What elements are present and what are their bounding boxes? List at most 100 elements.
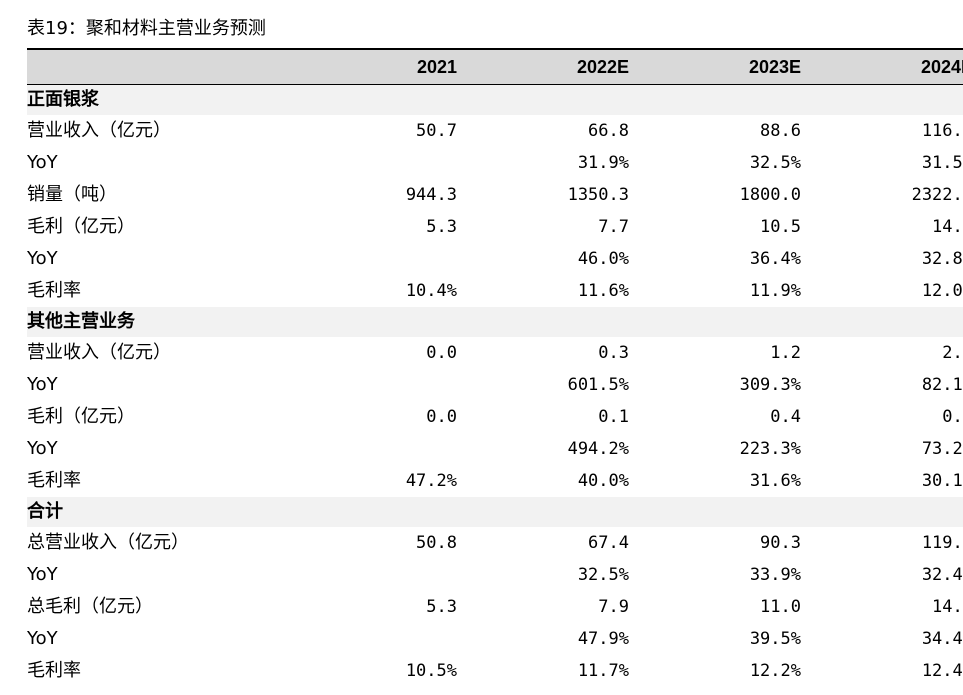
table-row: 毛利率 10.4% 11.6% 11.9% 12.0% xyxy=(27,275,963,307)
row-label: 毛利（亿元） xyxy=(27,406,135,427)
header-cell-2023e: 2023E xyxy=(629,48,801,85)
value-cell: 12.2% xyxy=(749,661,801,681)
value-cell: 30.1% xyxy=(921,471,963,491)
header-cell-2024e: 2024E xyxy=(801,48,963,85)
table-caption: 表19：聚和材料主营业务预测 xyxy=(27,18,266,39)
value-cell: 116.5 xyxy=(921,121,963,141)
section-title: 其他主营业务 xyxy=(27,307,963,337)
value-cell: 2.2 xyxy=(942,343,963,363)
value-cell: 47.2% xyxy=(405,471,457,491)
value-cell xyxy=(280,147,457,179)
value-cell: 14.8 xyxy=(932,597,963,617)
value-cell: 7.7 xyxy=(598,217,629,237)
value-cell: 50.7 xyxy=(416,121,457,141)
value-cell: 32.8% xyxy=(921,249,963,269)
value-cell: 0.3 xyxy=(598,343,629,363)
row-label: 毛利率 xyxy=(27,660,81,681)
value-cell: 34.4% xyxy=(921,629,963,649)
value-cell xyxy=(280,369,457,401)
section-row-silver-paste: 正面银浆 xyxy=(27,84,963,115)
table-row: 销量（吨） 944.3 1350.3 1800.0 2322.7 xyxy=(27,179,963,211)
value-cell: 32.4% xyxy=(921,565,963,585)
table-row: 营业收入（亿元） 0.0 0.3 1.2 2.2 xyxy=(27,337,963,369)
value-cell: 10.5% xyxy=(405,661,457,681)
section-row-total: 合计 xyxy=(27,497,963,527)
value-cell: 5.3 xyxy=(426,597,457,617)
value-cell: 46.0% xyxy=(577,249,629,269)
value-cell: 10.5 xyxy=(760,217,801,237)
value-cell: 7.9 xyxy=(598,597,629,617)
value-cell: 494.2% xyxy=(567,439,629,459)
header-row: 2021 2022E 2023E 2024E xyxy=(27,48,963,85)
value-cell: 601.5% xyxy=(567,375,629,395)
table-row: YoY 601.5% 309.3% 82.1% xyxy=(27,369,963,401)
value-cell: 223.3% xyxy=(739,439,801,459)
row-label: YoY xyxy=(27,248,58,269)
value-cell xyxy=(280,623,457,655)
value-cell: 14.0 xyxy=(932,217,963,237)
header-cell-2022e: 2022E xyxy=(457,48,629,85)
value-cell: 31.6% xyxy=(749,471,801,491)
row-label: 毛利率 xyxy=(27,280,81,301)
row-label: 营业收入（亿元） xyxy=(27,342,171,363)
header-cell-2021: 2021 xyxy=(280,48,457,85)
row-label: YoY xyxy=(27,628,58,649)
value-cell: 66.8 xyxy=(588,121,629,141)
header-cell-label xyxy=(27,48,280,85)
section-row-other-business: 其他主营业务 xyxy=(27,307,963,337)
value-cell: 0.1 xyxy=(598,407,629,427)
value-cell: 0.0 xyxy=(426,407,457,427)
table-row: YoY 47.9% 39.5% 34.4% xyxy=(27,623,963,655)
row-label: 总营业收入（亿元） xyxy=(27,532,189,553)
value-cell: 67.4 xyxy=(588,533,629,553)
row-label: 毛利率 xyxy=(27,470,81,491)
value-cell: 88.6 xyxy=(760,121,801,141)
value-cell: 31.9% xyxy=(577,153,629,173)
table-row: 毛利（亿元） 0.0 0.1 0.4 0.7 xyxy=(27,401,963,433)
value-cell: 5.3 xyxy=(426,217,457,237)
value-cell: 32.5% xyxy=(749,153,801,173)
value-cell: 119.4 xyxy=(921,533,963,553)
value-cell: 33.9% xyxy=(749,565,801,585)
value-cell: 944.3 xyxy=(405,185,457,205)
table-row: 毛利率 47.2% 40.0% 31.6% 30.1% xyxy=(27,465,963,497)
table-row: 毛利率 10.5% 11.7% 12.2% 12.4% xyxy=(27,655,963,687)
row-label: YoY xyxy=(27,564,58,585)
value-cell: 82.1% xyxy=(921,375,963,395)
row-label: 销量（吨） xyxy=(27,184,117,205)
table-row: 总营业收入（亿元） 50.8 67.4 90.3 119.4 xyxy=(27,527,963,559)
table-row: 毛利（亿元） 5.3 7.7 10.5 14.0 xyxy=(27,211,963,243)
forecast-table: 2021 2022E 2023E 2024E 正面银浆 营业收入（亿元） 50.… xyxy=(27,48,963,687)
section-title: 合计 xyxy=(27,497,963,527)
value-cell: 39.5% xyxy=(749,629,801,649)
value-cell: 50.8 xyxy=(416,533,457,553)
table-row: YoY 46.0% 36.4% 32.8% xyxy=(27,243,963,275)
section-title: 正面银浆 xyxy=(27,84,963,115)
value-cell: 47.9% xyxy=(577,629,629,649)
value-cell: 12.0% xyxy=(921,281,963,301)
value-cell: 90.3 xyxy=(760,533,801,553)
value-cell: 2322.7 xyxy=(911,185,963,205)
value-cell: 36.4% xyxy=(749,249,801,269)
value-cell: 11.0 xyxy=(760,597,801,617)
value-cell: 40.0% xyxy=(577,471,629,491)
value-cell: 12.4% xyxy=(921,661,963,681)
value-cell xyxy=(280,243,457,275)
value-cell: 1.2 xyxy=(770,343,801,363)
value-cell: 11.9% xyxy=(749,281,801,301)
value-cell xyxy=(280,433,457,465)
table-row: YoY 31.9% 32.5% 31.5% xyxy=(27,147,963,179)
row-label: YoY xyxy=(27,374,58,395)
row-label: 总毛利（亿元） xyxy=(27,596,153,617)
value-cell: 0.0 xyxy=(426,343,457,363)
value-cell xyxy=(280,559,457,591)
table-row: 总毛利（亿元） 5.3 7.9 11.0 14.8 xyxy=(27,591,963,623)
value-cell: 10.4% xyxy=(405,281,457,301)
value-cell: 1800.0 xyxy=(739,185,801,205)
value-cell: 309.3% xyxy=(739,375,801,395)
value-cell: 0.4 xyxy=(770,407,801,427)
row-label: YoY xyxy=(27,152,58,173)
value-cell: 0.7 xyxy=(942,407,963,427)
table-row: YoY 32.5% 33.9% 32.4% xyxy=(27,559,963,591)
